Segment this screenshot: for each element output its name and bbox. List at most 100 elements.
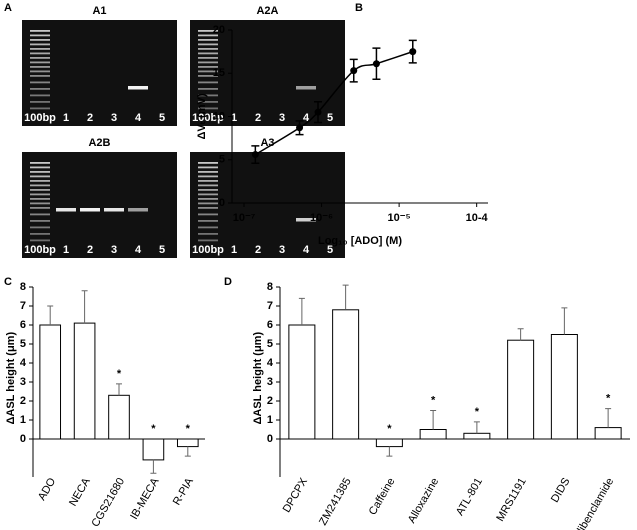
gel-band: [56, 208, 76, 212]
x-tick-label: 10⁻⁵: [388, 212, 411, 224]
error-bar: [430, 410, 437, 430]
ladder-band: [198, 180, 218, 182]
y-tick-label: 7: [20, 300, 26, 312]
error-bar: [116, 383, 122, 396]
lane-label: 4: [303, 244, 310, 256]
x-tick-label: DIDS: [549, 476, 573, 505]
y-tick-label: 6: [267, 319, 273, 331]
x-tick-label: Glibenclamide: [571, 476, 616, 530]
lane-label: 3: [279, 244, 285, 256]
error-bar: [517, 328, 524, 341]
ladder-band: [30, 207, 50, 209]
x-tick-label: NECA: [67, 475, 93, 508]
ladder-band: [198, 193, 218, 196]
x-tick-label: 10⁻⁶: [310, 212, 333, 224]
gel-band: [128, 86, 148, 90]
lane-label: 5: [327, 244, 333, 256]
data-point: [314, 108, 322, 116]
y-tick-label: 0: [219, 197, 225, 209]
ladder-band: [198, 175, 218, 178]
lane-label: 4: [135, 244, 142, 256]
ladder-band: [30, 226, 50, 229]
bar: [288, 324, 316, 440]
x-tick-label: 10⁻⁷: [233, 212, 256, 224]
lane-label: 2: [87, 244, 93, 256]
ladder-band: [198, 75, 218, 77]
y-tick-label: 6: [20, 319, 26, 331]
error-bar: [150, 459, 157, 474]
y-tick-label: 1: [267, 414, 273, 426]
ladder-band: [30, 184, 50, 187]
ladder-band: [198, 34, 218, 37]
ladder-band: [198, 198, 218, 200]
significance-mark: *: [151, 423, 156, 435]
lane-label: 4: [135, 112, 142, 124]
x-tick-label: MRS1191: [494, 476, 528, 524]
ladder-band: [30, 70, 50, 73]
gel-band: [296, 86, 316, 90]
ladder-band: [198, 48, 218, 50]
y-tick-label: 0: [267, 433, 273, 445]
y-tick-label: 2: [267, 395, 273, 407]
ladder-band: [198, 166, 218, 169]
ladder-band: [198, 81, 218, 84]
ladder-band: [30, 198, 50, 200]
ladder-band: [198, 226, 218, 229]
error-bar: [342, 284, 349, 310]
gel-band: [104, 208, 124, 212]
lane-label: 2: [87, 112, 93, 124]
ladder-band: [198, 220, 218, 222]
lane-label: 100bp: [24, 244, 56, 256]
ladder-band: [30, 180, 50, 182]
panel-label: C: [4, 276, 12, 288]
gel-image: [22, 20, 177, 126]
x-tick-label: ATL-801: [454, 476, 485, 518]
bar: [176, 438, 199, 448]
significance-mark: *: [117, 368, 122, 380]
gel-band: [80, 208, 100, 212]
gel-band: [128, 208, 148, 212]
lane-label: 1: [231, 244, 237, 256]
y-tick-label: 0: [20, 433, 26, 445]
gel-image: [22, 152, 177, 258]
y-tick-label: 8: [20, 281, 26, 293]
ladder-band: [30, 101, 50, 103]
bar: [142, 438, 165, 461]
ladder-band: [198, 43, 218, 46]
x-tick-label: Alloxazine: [406, 476, 441, 525]
ladder-band: [30, 52, 50, 55]
significance-mark: *: [387, 423, 392, 435]
y-axis-label: ΔASL height (μm): [5, 332, 17, 425]
data-point: [372, 60, 380, 68]
ladder-band: [30, 107, 50, 110]
error-bar: [81, 290, 88, 324]
significance-mark: *: [186, 423, 191, 435]
ladder-band: [198, 239, 218, 242]
gel-image: [190, 20, 345, 126]
ladder-band: [198, 94, 218, 97]
x-tick-label: IB-MECA: [128, 475, 162, 521]
ladder-band: [30, 166, 50, 169]
ladder-band: [30, 57, 50, 59]
error-bar: [473, 421, 480, 434]
y-tick-label: 4: [267, 357, 274, 369]
ladder-band: [30, 94, 50, 97]
lane-label: 100bp: [24, 112, 56, 124]
y-tick-label: 8: [267, 281, 273, 293]
y-tick-label: 5: [20, 338, 26, 350]
gel-band: [296, 218, 316, 222]
lane-label: 5: [159, 244, 165, 256]
lane-label: 3: [111, 244, 117, 256]
ladder-band: [30, 81, 50, 84]
y-tick-label: 15: [213, 67, 225, 79]
lane-label: 3: [279, 112, 285, 124]
error-bar: [605, 408, 612, 428]
ladder-band: [30, 43, 50, 46]
bar: [73, 322, 96, 440]
bar: [594, 427, 622, 440]
lane-label: 100bp: [192, 112, 224, 124]
significance-mark: *: [606, 393, 611, 405]
ladder-band: [198, 101, 218, 103]
lane-label: 2: [255, 112, 261, 124]
